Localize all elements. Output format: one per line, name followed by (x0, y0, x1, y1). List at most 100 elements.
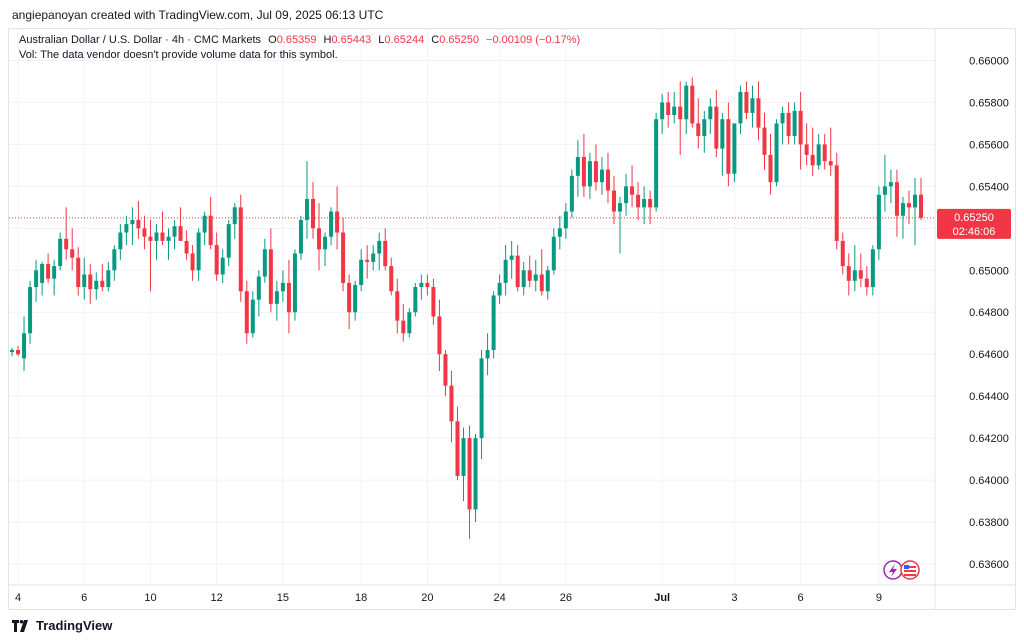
candle-body[interactable] (599, 169, 604, 183)
candle-body[interactable] (94, 280, 99, 290)
candle-body[interactable] (347, 282, 352, 313)
candle-body[interactable] (557, 228, 562, 237)
candle-body[interactable] (804, 144, 809, 155)
candle-body[interactable] (479, 358, 484, 439)
candle-body[interactable] (359, 259, 364, 285)
candle-body[interactable] (792, 110, 797, 137)
candle-body[interactable] (726, 119, 731, 174)
candle-body[interactable] (353, 284, 358, 313)
candle-body[interactable] (906, 203, 911, 208)
candle-body[interactable] (118, 232, 123, 250)
candle-body[interactable] (467, 438, 472, 510)
candle-body[interactable] (846, 266, 851, 281)
candle-body[interactable] (690, 85, 695, 124)
candle-body[interactable] (16, 350, 21, 355)
candle-body[interactable] (563, 211, 568, 229)
candle-body[interactable] (654, 119, 659, 208)
candle-body[interactable] (335, 211, 340, 233)
candle-body[interactable] (208, 215, 213, 246)
symbol-title[interactable]: Australian Dollar / U.S. Dollar · 4h · C… (19, 34, 262, 46)
candle-body[interactable] (130, 219, 135, 225)
candle-body[interactable] (810, 154, 815, 166)
candle-body[interactable] (443, 354, 448, 386)
candle-body[interactable] (840, 240, 845, 267)
candle-body[interactable] (64, 238, 69, 250)
candle-body[interactable] (202, 215, 207, 233)
candle-body[interactable] (401, 320, 406, 334)
candle-body[interactable] (888, 182, 893, 187)
candle-body[interactable] (166, 236, 171, 241)
candle-body[interactable] (882, 186, 887, 195)
candle-body[interactable] (286, 282, 291, 313)
candle-body[interactable] (581, 156, 586, 187)
candle-body[interactable] (100, 280, 105, 288)
candle-body[interactable] (816, 144, 821, 166)
candle-body[interactable] (389, 266, 394, 292)
candle-body[interactable] (431, 287, 436, 317)
candle-body[interactable] (304, 198, 309, 220)
candle-body[interactable] (648, 198, 653, 208)
candle-body[interactable] (539, 274, 544, 292)
candle-body[interactable] (46, 263, 51, 279)
candle-body[interactable] (768, 154, 773, 183)
candle-body[interactable] (714, 106, 719, 149)
candle-body[interactable] (738, 91, 743, 124)
candle-body[interactable] (630, 186, 635, 195)
candle-body[interactable] (178, 226, 183, 241)
candle-body[interactable] (172, 226, 177, 237)
candle-body[interactable] (485, 350, 490, 359)
candle-body[interactable] (678, 106, 683, 120)
candle-body[interactable] (515, 255, 520, 288)
candle-body[interactable] (491, 295, 496, 351)
candle-body[interactable] (244, 291, 249, 334)
candle-body[interactable] (593, 161, 598, 183)
candle-body[interactable] (605, 169, 610, 191)
candle-body[interactable] (232, 207, 237, 225)
candle-body[interactable] (870, 249, 875, 288)
candle-body[interactable] (913, 194, 917, 208)
candle-body[interactable] (545, 270, 550, 292)
candle-body[interactable] (876, 194, 881, 250)
candle-body[interactable] (196, 232, 201, 271)
candle-body[interactable] (569, 175, 574, 212)
candle-body[interactable] (720, 119, 725, 149)
candle-body[interactable] (919, 194, 924, 218)
candle-body[interactable] (280, 282, 285, 292)
candle-body[interactable] (220, 257, 225, 275)
candle-body[interactable] (10, 350, 14, 353)
candle-body[interactable] (425, 282, 430, 288)
candle-body[interactable] (828, 161, 833, 166)
candle-body[interactable] (780, 112, 785, 124)
candle-body[interactable] (834, 165, 839, 241)
candle-body[interactable] (762, 127, 767, 155)
candle-body[interactable] (684, 85, 689, 120)
candle-body[interactable] (666, 102, 671, 116)
candle-body[interactable] (292, 253, 297, 313)
candle-body[interactable] (365, 259, 370, 262)
candle-body[interactable] (612, 190, 616, 212)
candle-body[interactable] (696, 123, 701, 137)
candle-body[interactable] (900, 203, 905, 216)
candle-body[interactable] (142, 228, 147, 237)
candle-body[interactable] (383, 240, 388, 267)
chart-area[interactable]: 0.660000.658000.656000.654000.652000.650… (8, 28, 1016, 610)
candle-body[interactable] (274, 291, 279, 304)
candle-body[interactable] (702, 119, 707, 137)
candle-body[interactable] (106, 270, 111, 288)
candle-body[interactable] (858, 270, 863, 279)
candle-body[interactable] (76, 257, 81, 288)
candle-body[interactable] (587, 161, 592, 187)
candle-body[interactable] (503, 259, 508, 283)
candle-body[interactable] (708, 106, 713, 120)
candle-body[interactable] (298, 219, 303, 254)
candle-body[interactable] (40, 263, 45, 283)
candle-body[interactable] (551, 236, 556, 271)
candle-body[interactable] (323, 236, 328, 250)
candle-body[interactable] (238, 207, 243, 292)
candle-body[interactable] (636, 194, 641, 208)
candle-body[interactable] (509, 255, 514, 260)
candle-body[interactable] (184, 240, 189, 254)
candle-body[interactable] (473, 438, 478, 510)
candle-body[interactable] (822, 144, 827, 162)
candle-body[interactable] (250, 299, 255, 334)
